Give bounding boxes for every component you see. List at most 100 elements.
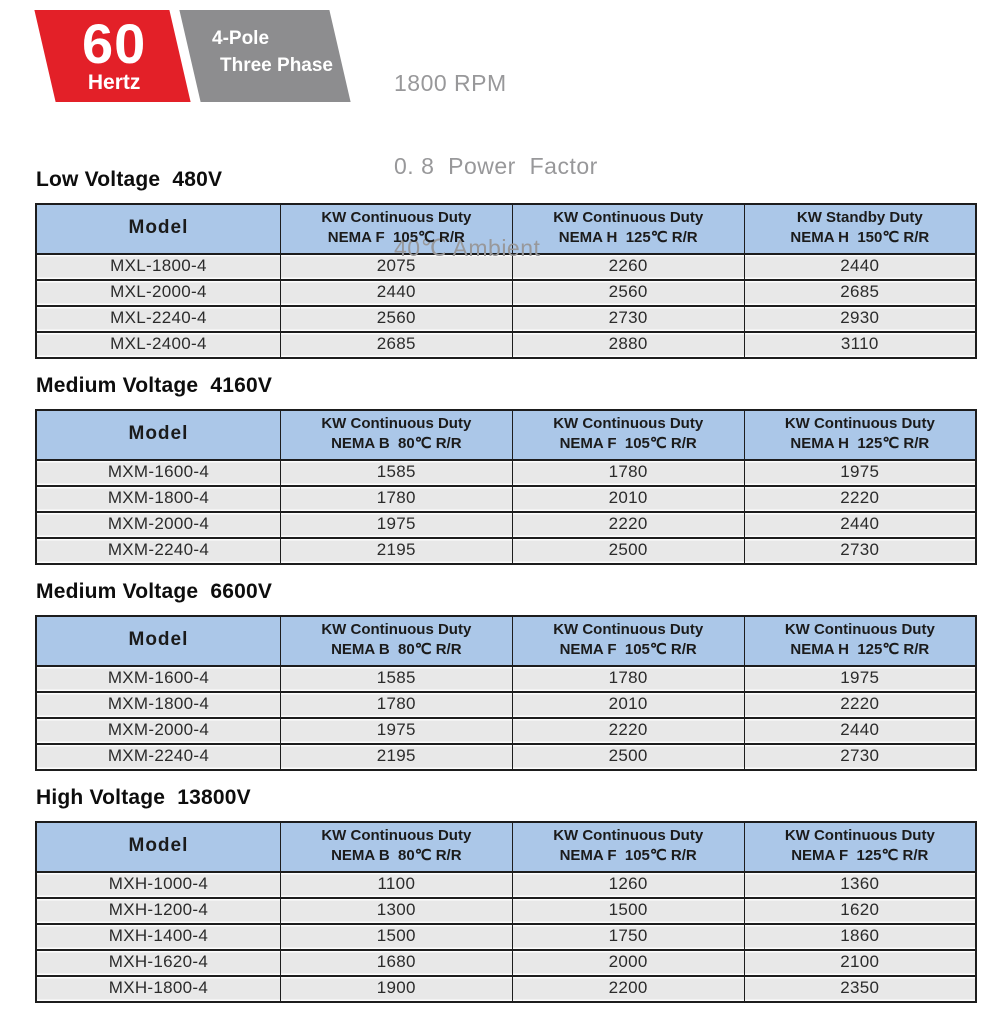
kw-value-cell: 3110 — [743, 331, 976, 358]
kw-value-cell: 2220 — [511, 511, 745, 538]
frequency-unit: Hertz — [87, 71, 141, 94]
kw-value-cell: 1300 — [279, 897, 513, 924]
table-row: MXH-1800-4 1900 2200 2350 — [36, 975, 976, 1002]
spec-table: Model KW Continuous Duty NEMA F 105℃ R/R KW… — [35, 203, 977, 359]
column-header-line1: KW Continuous Duty — [553, 209, 704, 226]
model-cell: MXM-1800-4 — [36, 691, 281, 718]
kw-value-cell: 2440 — [743, 511, 976, 538]
kw-value-cell: 2010 — [511, 691, 745, 718]
table-row: MXM-1800-4 1780 2010 2220 — [36, 691, 976, 718]
kw-value-cell: 2200 — [511, 975, 745, 1002]
spec-line-ambient: 40℃ Ambient — [394, 235, 541, 261]
header-row: Model KW Continuous Duty NEMA F 105℃ R/R KW… — [36, 204, 976, 255]
column-header-model: Model — [36, 616, 281, 667]
kw-value-cell: 2440 — [743, 717, 976, 744]
column-header-line2: NEMA H 125℃ R/R — [790, 641, 930, 658]
column-header-model: Model — [36, 204, 281, 255]
section-title: High Voltage 13800V — [36, 786, 251, 809]
kw-value-cell: 1900 — [279, 975, 513, 1002]
voltage-section: Medium Voltage 4160V Model KW Continuous … — [35, 374, 977, 565]
kw-value-cell: 2730 — [743, 743, 976, 770]
model-cell: MXH-1620-4 — [36, 949, 281, 976]
column-header-line2: NEMA H 125℃ R/R — [790, 435, 930, 452]
kw-value-cell: 2195 — [279, 743, 513, 770]
column-header-line2: NEMA F 105℃ R/R — [327, 229, 465, 246]
column-header-model: Model — [36, 410, 281, 461]
frequency-value: 60 — [81, 12, 147, 75]
column-header-line1: KW Continuous Duty — [784, 415, 935, 432]
model-cell: MXM-2240-4 — [36, 537, 281, 564]
column-header-line1: KW Continuous Duty — [321, 209, 472, 226]
table-row: MXM-1800-4 1780 2010 2220 — [36, 485, 976, 512]
table-row: MXM-1600-4 1585 1780 1975 — [36, 666, 976, 692]
column-header-line2: NEMA F 105℃ R/R — [559, 435, 697, 452]
table-row: MXL-1800-4 2075 2260 2440 — [36, 254, 976, 280]
table-row: MXM-1600-4 1585 1780 1975 — [36, 460, 976, 486]
column-header-line1: KW Continuous Duty — [321, 621, 472, 638]
model-cell: MXM-1600-4 — [36, 460, 281, 486]
kw-value-cell: 1975 — [743, 666, 976, 692]
kw-value-cell: 2500 — [511, 743, 745, 770]
kw-value-cell: 2730 — [511, 305, 745, 332]
table-row: MXL-2400-4 2685 2880 3110 — [36, 331, 976, 358]
frequency-badge-content: 60 Hertz — [47, 12, 182, 109]
spec-table: Model KW Continuous Duty NEMA B 80℃ R/R KW … — [35, 615, 977, 771]
column-header-line2: NEMA F 125℃ R/R — [791, 847, 929, 864]
spec-table: Model KW Continuous Duty NEMA B 80℃ R/R KW … — [35, 409, 977, 565]
table-row: MXM-2000-4 1975 2220 2440 — [36, 511, 976, 538]
kw-value-cell: 2440 — [279, 279, 513, 306]
column-header-kw: KW Continuous Duty NEMA H 125℃ R/R — [743, 616, 976, 667]
column-header-line1: KW Continuous Duty — [553, 827, 704, 844]
kw-value-cell: 2930 — [743, 305, 976, 332]
kw-value-cell: 1500 — [511, 897, 745, 924]
voltage-section: Medium Voltage 6600V Model KW Continuous … — [35, 580, 977, 771]
kw-value-cell: 1780 — [279, 691, 513, 718]
voltage-section: High Voltage 13800V Model KW Continuous D… — [35, 786, 977, 1003]
column-header-kw: KW Continuous Duty NEMA B 80℃ R/R — [279, 410, 513, 461]
kw-value-cell: 2560 — [511, 279, 745, 306]
kw-value-cell: 2260 — [511, 254, 745, 280]
kw-value-cell: 1360 — [743, 872, 976, 898]
column-header-line1: KW Continuous Duty — [553, 621, 704, 638]
model-cell: MXL-2240-4 — [36, 305, 281, 332]
table-row: MXH-1400-4 1500 1750 1860 — [36, 923, 976, 950]
column-header-model: Model — [36, 822, 281, 873]
model-cell: MXH-1200-4 — [36, 897, 281, 924]
kw-value-cell: 1975 — [279, 511, 513, 538]
header-row: Model KW Continuous Duty NEMA B 80℃ R/R KW … — [36, 822, 976, 873]
kw-value-cell: 1100 — [279, 872, 513, 898]
kw-value-cell: 1620 — [743, 897, 976, 924]
kw-value-cell: 2010 — [511, 485, 745, 512]
column-header-line2: NEMA F 105℃ R/R — [559, 847, 697, 864]
pole-phase-badge-content: 4-Pole Three Phase — [190, 10, 340, 102]
kw-value-cell: 1975 — [743, 460, 976, 486]
spec-line-power-factor: 0. 8 Power Factor — [394, 152, 598, 179]
spec-summary: 1800 RPM 0. 8 Power Factor 40℃ Ambient — [394, 10, 598, 318]
section-title: Low Voltage 480V — [36, 168, 223, 191]
column-header-line2: NEMA B 80℃ R/R — [331, 435, 462, 452]
frequency-badge: 60 Hertz — [34, 10, 191, 102]
model-cell: MXM-2000-4 — [36, 717, 281, 744]
spec-line-rpm: 1800 RPM — [394, 70, 507, 96]
kw-value-cell: 1750 — [511, 923, 745, 950]
kw-value-cell: 2100 — [743, 949, 976, 976]
pole-label: 4-Pole — [212, 28, 270, 49]
kw-value-cell: 1860 — [743, 923, 976, 950]
column-header-line1: Model — [128, 629, 189, 650]
kw-value-cell: 1780 — [511, 460, 745, 486]
column-header-line1: KW Standby Duty — [796, 209, 923, 226]
kw-value-cell: 2440 — [743, 254, 976, 280]
column-header-line2: NEMA B 80℃ R/R — [331, 847, 462, 864]
model-cell: MXH-1400-4 — [36, 923, 281, 950]
model-cell: MXL-2400-4 — [36, 331, 281, 358]
column-header-line1: Model — [128, 217, 189, 238]
kw-value-cell: 1975 — [279, 717, 513, 744]
column-header-kw: KW Continuous Duty NEMA F 105℃ R/R — [279, 204, 513, 255]
kw-value-cell: 1780 — [511, 666, 745, 692]
column-header-kw: KW Continuous Duty NEMA F 105℃ R/R — [511, 822, 745, 873]
table-row: MXL-2000-4 2440 2560 2685 — [36, 279, 976, 306]
column-header-line2: NEMA B 80℃ R/R — [331, 641, 462, 658]
column-header-kw: KW Standby Duty NEMA H 150℃ R/R — [743, 204, 976, 255]
phase-label: Three Phase — [220, 55, 333, 76]
column-header-kw: KW Continuous Duty NEMA F 105℃ R/R — [511, 616, 745, 667]
